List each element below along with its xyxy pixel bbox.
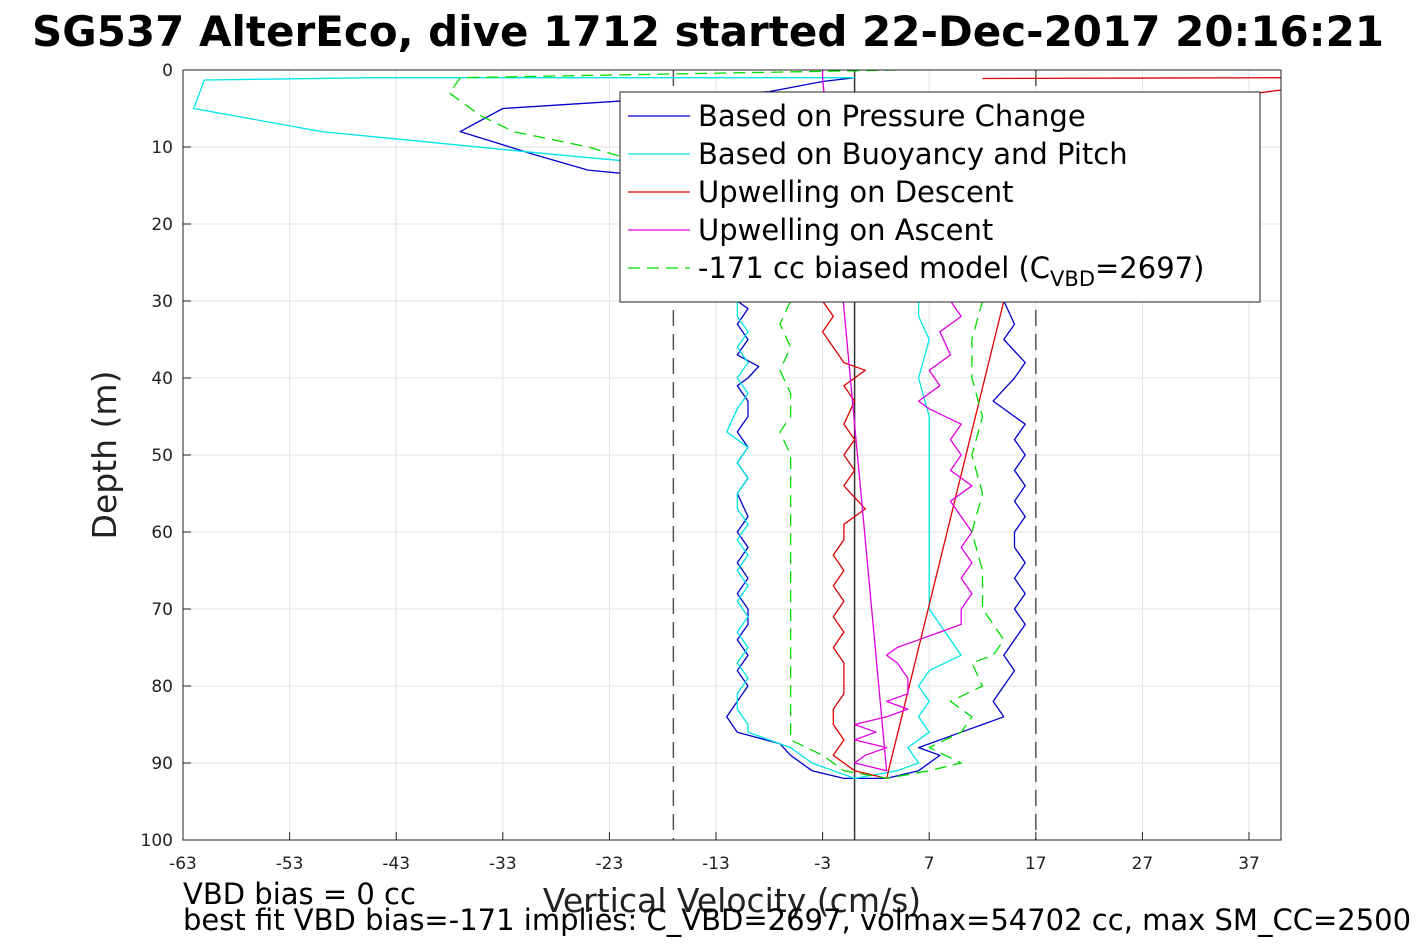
axis-ticks: -63 -53 -43 -33 -23 -13 -3 7 17 27 37 0 10 20 30 40 50 60… [141, 61, 1260, 874]
x-tick-label: -23 [596, 854, 624, 874]
x-tick-label: 37 [1238, 854, 1260, 874]
legend: Based on Pressure Change Based on Buoyanc… [619, 91, 1261, 303]
legend-entry-text: Upwelling on Descent [698, 175, 1014, 209]
legend-entry-suffix: =2697) [1095, 251, 1204, 285]
y-tick-label: 50 [151, 446, 173, 466]
x-tick-label: 27 [1132, 854, 1154, 874]
y-tick-label: 0 [162, 61, 173, 81]
y-axis-label: Depth (m) [85, 371, 124, 540]
legend-entry-label: Based on Buoyancy and Pitch [698, 137, 1128, 171]
y-tick-label: 70 [151, 600, 173, 620]
x-tick-label: -3 [814, 854, 831, 874]
y-tick-label: 100 [141, 831, 173, 851]
legend-entry-label: -171 cc biased model (CVBD=2697) [698, 251, 1204, 291]
x-tick-label: -13 [702, 854, 730, 874]
y-tick-label: 10 [151, 138, 173, 158]
footnote-bias: VBD bias = 0 cc [183, 877, 416, 911]
chart-title: SG537 AlterEco, dive 1712 started 22-Dec… [32, 7, 1384, 56]
legend-entry-label: Upwelling on Descent [698, 175, 1014, 209]
legend-entry-text: Based on Buoyancy and Pitch [698, 137, 1128, 171]
series-line-3-surface [982, 77, 1281, 80]
series-line-4 [821, 70, 973, 772]
x-tick-label: 7 [924, 854, 935, 874]
x-tick-label: -33 [489, 854, 517, 874]
x-tick-label: 17 [1025, 854, 1047, 874]
y-tick-label: 40 [151, 369, 173, 389]
x-tick-label: -63 [169, 854, 197, 874]
legend-entry-text: Upwelling on Ascent [698, 213, 993, 247]
legend-entry-subscript: VBD [1050, 267, 1095, 291]
x-axis-label: Vertical Velocity (cm/s) [543, 881, 921, 920]
y-tick-label: 60 [151, 523, 173, 543]
y-tick-label: 90 [151, 754, 173, 774]
series-line-2 [193, 77, 962, 780]
footnote-best-fit: best fit VBD bias=-171 implies: C_VBD=26… [183, 903, 1411, 937]
series-line-1 [459, 77, 1026, 780]
y-tick-label: 30 [151, 292, 173, 312]
legend-entry-text: -171 cc biased model (C [698, 251, 1050, 285]
legend-entry-text: Based on Pressure Change [698, 99, 1086, 133]
y-tick-label: 80 [151, 677, 173, 697]
legend-entry-label: Based on Pressure Change [698, 99, 1086, 133]
x-tick-label: -53 [276, 854, 304, 874]
legend-box [619, 91, 1261, 303]
x-tick-label: -43 [382, 854, 410, 874]
series-line-3 [821, 300, 1005, 780]
y-tick-label: 20 [151, 215, 173, 235]
legend-entry-label: Upwelling on Ascent [698, 213, 993, 247]
